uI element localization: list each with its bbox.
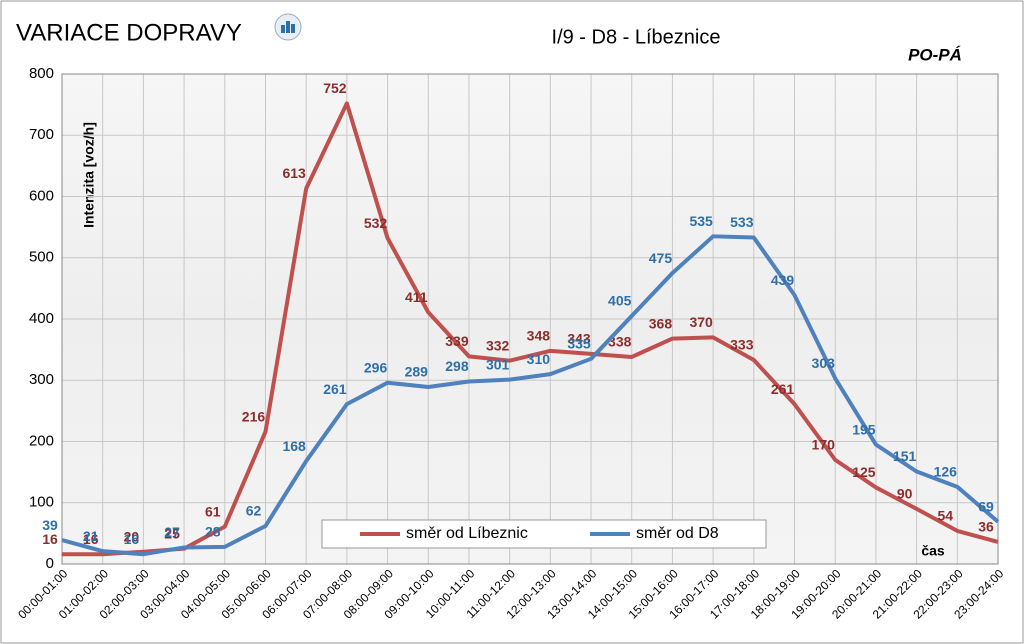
data-label: 343 [567, 331, 591, 347]
data-label: 151 [893, 448, 917, 464]
data-label: 298 [445, 358, 469, 374]
y-tick-label: 400 [29, 310, 54, 327]
data-label: 69 [978, 498, 994, 514]
data-label: 752 [323, 80, 347, 96]
data-label: 168 [282, 438, 306, 454]
data-label: 27 [164, 524, 180, 540]
data-label: 16 [42, 531, 58, 547]
data-label: 296 [364, 359, 388, 375]
y-axis-title: Intenzita [voz/h] [81, 122, 97, 228]
series-line [61, 234, 1000, 557]
plot-border [61, 73, 999, 565]
data-label: 439 [771, 272, 795, 288]
data-label: 54 [938, 508, 954, 524]
data-label: 36 [978, 519, 994, 535]
legend-label: směr od Líbeznic [406, 525, 528, 542]
chart-title: VARIACE DOPRAVY [16, 19, 242, 46]
data-label: 90 [897, 486, 913, 502]
y-tick-label: 500 [29, 249, 54, 266]
data-label: 475 [649, 250, 673, 266]
data-label: 195 [852, 421, 876, 437]
data-label: 16 [124, 531, 140, 547]
icon [274, 13, 302, 41]
data-label: 533 [730, 214, 754, 230]
y-tick-label: 800 [29, 65, 54, 82]
data-label: 333 [730, 337, 754, 353]
data-label: 28 [205, 524, 221, 540]
y-tick-label: 100 [29, 494, 54, 511]
legend-label: směr od D8 [636, 525, 719, 542]
data-label: 348 [527, 328, 551, 344]
legend: směr od Líbeznic směr od D8 [321, 519, 767, 549]
annotation: PO-PÁ [908, 45, 962, 64]
data-label: 216 [242, 408, 266, 424]
y-tick-label: 300 [29, 371, 54, 388]
data-label: 613 [282, 165, 306, 181]
data-label: 301 [486, 356, 510, 372]
data-label: 20 [124, 528, 140, 544]
data-label: 335 [567, 336, 591, 352]
data-label: 16 [83, 531, 99, 547]
data-label: 338 [608, 334, 632, 350]
data-label: 25 [164, 525, 180, 541]
data-label: 261 [323, 381, 347, 397]
data-label: 310 [527, 351, 551, 367]
data-label: 532 [364, 215, 388, 231]
chart-subtitle: I/9 - D8 - Líbeznice [552, 26, 721, 48]
series-line [62, 101, 999, 557]
data-label: 332 [486, 337, 510, 353]
x-axis-title: čas [921, 543, 945, 559]
data-label: 303 [812, 355, 836, 371]
data-label: 170 [812, 437, 836, 453]
data-label: 21 [83, 528, 99, 544]
data-label: 261 [771, 381, 795, 397]
data-label: 62 [246, 503, 262, 519]
data-label: 535 [689, 213, 713, 229]
data-label: 61 [205, 503, 221, 519]
data-label: 39 [42, 517, 58, 533]
y-tick-label: 200 [29, 432, 54, 449]
data-label: 125 [852, 464, 876, 480]
data-label: 370 [689, 314, 713, 330]
data-label: 126 [934, 464, 958, 480]
y-tick-label: 700 [29, 126, 54, 143]
data-label: 289 [405, 364, 429, 380]
data-label: 368 [649, 315, 673, 331]
y-tick-label: 600 [29, 187, 54, 204]
data-label: 411 [405, 289, 428, 305]
data-label: 339 [445, 333, 469, 349]
data-label: 405 [608, 293, 632, 309]
y-tick-label: 0 [46, 555, 54, 572]
